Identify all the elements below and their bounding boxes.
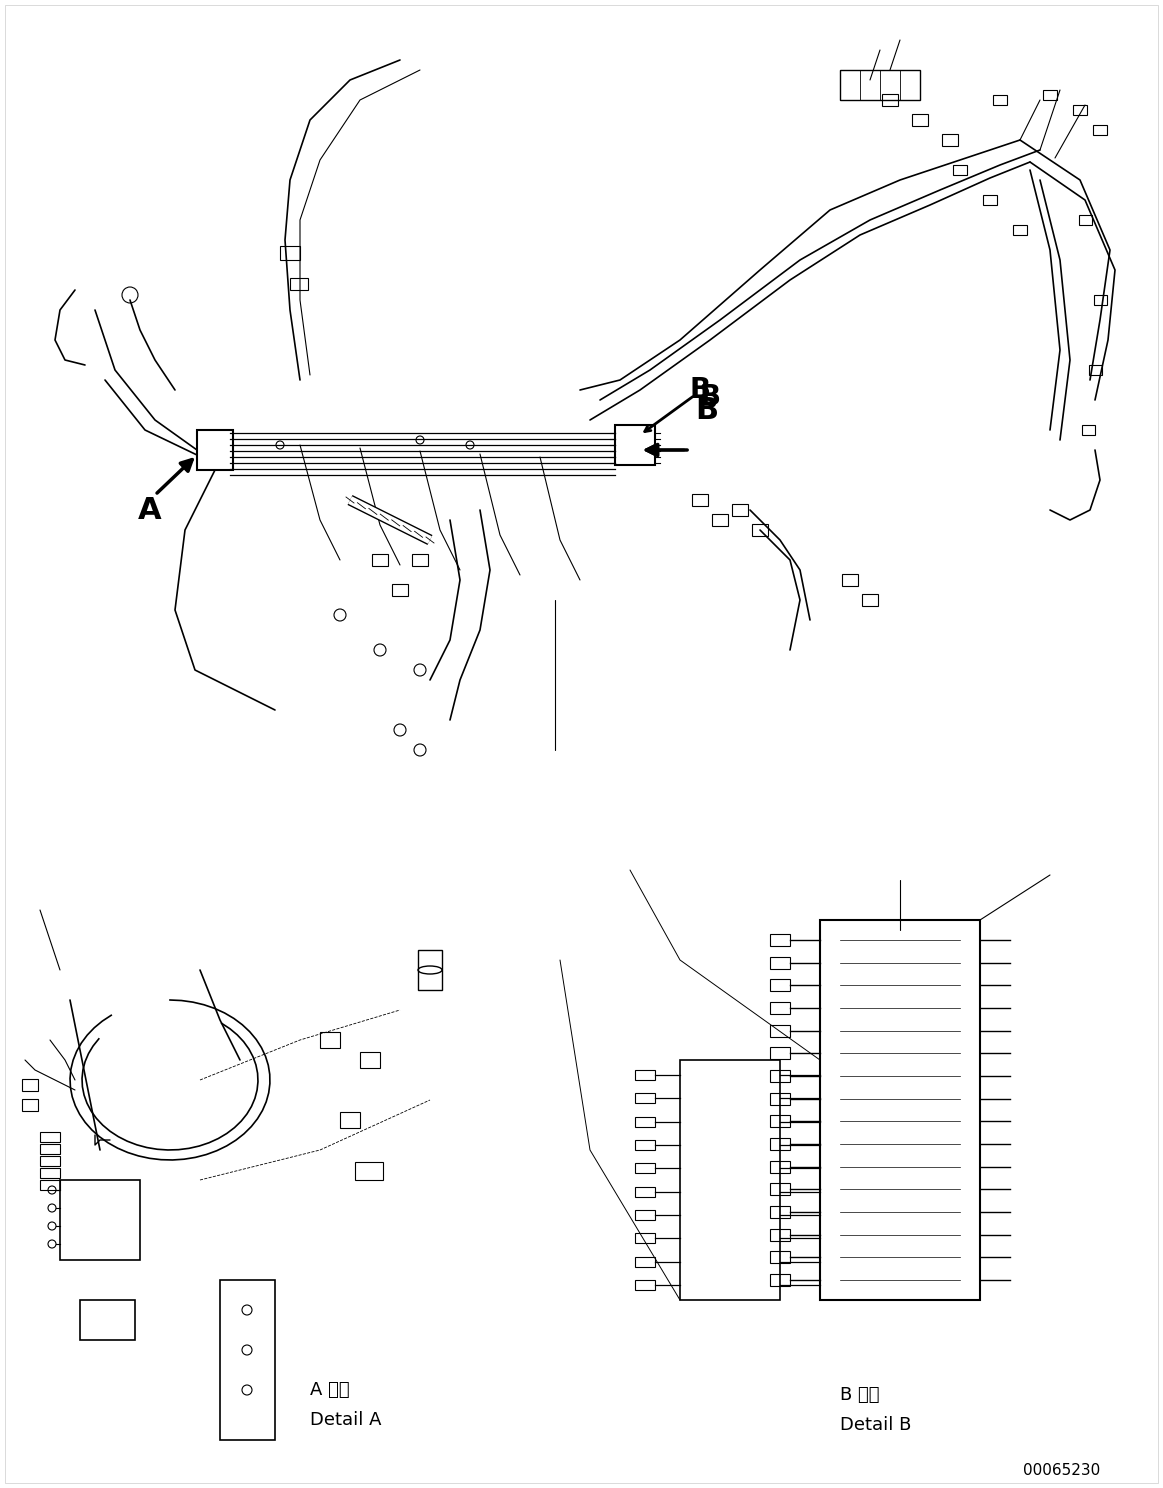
Bar xyxy=(770,1025,790,1037)
Bar xyxy=(840,70,920,100)
Bar xyxy=(1089,365,1103,375)
Text: A 詳細: A 詳細 xyxy=(311,1381,350,1399)
Bar xyxy=(40,1144,60,1155)
Bar xyxy=(912,115,928,126)
Bar xyxy=(280,246,300,260)
Bar xyxy=(862,594,878,606)
Bar xyxy=(635,1116,655,1126)
Bar xyxy=(770,1001,790,1013)
Bar xyxy=(635,1164,655,1174)
Bar xyxy=(770,1251,790,1263)
Bar xyxy=(732,504,748,516)
Text: B: B xyxy=(690,376,711,405)
Bar xyxy=(320,1033,340,1048)
Bar xyxy=(680,1059,780,1301)
Bar xyxy=(635,1257,655,1266)
Bar xyxy=(770,934,790,946)
Bar xyxy=(1094,295,1107,305)
Bar xyxy=(1093,125,1107,135)
Bar xyxy=(635,1094,655,1103)
Bar xyxy=(290,278,308,290)
Bar xyxy=(40,1132,60,1141)
Bar xyxy=(392,583,408,597)
Bar xyxy=(770,1205,790,1219)
Bar xyxy=(22,1079,38,1091)
Bar xyxy=(712,513,728,525)
Text: A: A xyxy=(138,496,162,524)
Bar xyxy=(770,1161,790,1173)
Bar xyxy=(1082,426,1096,434)
Bar xyxy=(635,1070,655,1080)
Text: Detail B: Detail B xyxy=(840,1417,912,1434)
Bar xyxy=(952,165,966,176)
Bar xyxy=(635,1234,655,1244)
Bar xyxy=(355,1162,383,1180)
Bar xyxy=(1079,214,1092,225)
Bar xyxy=(197,430,233,470)
Bar xyxy=(80,1301,135,1341)
Text: 00065230: 00065230 xyxy=(1022,1463,1100,1478)
Bar xyxy=(635,1280,655,1290)
Text: B: B xyxy=(695,396,718,424)
Bar xyxy=(770,1116,790,1128)
Bar xyxy=(40,1180,60,1190)
Bar xyxy=(820,920,980,1301)
Bar xyxy=(60,1180,140,1260)
Bar xyxy=(40,1156,60,1167)
Bar xyxy=(372,554,388,565)
Bar xyxy=(770,1070,790,1082)
Text: Detail A: Detail A xyxy=(311,1411,381,1428)
Bar xyxy=(635,1140,655,1150)
Text: B: B xyxy=(700,382,721,411)
Bar xyxy=(361,1052,380,1068)
Bar xyxy=(412,554,428,565)
Bar xyxy=(770,1048,790,1059)
Bar xyxy=(1013,225,1027,235)
Bar xyxy=(842,574,858,586)
Bar xyxy=(692,494,708,506)
Bar xyxy=(752,524,768,536)
Bar xyxy=(983,195,997,205)
Bar xyxy=(770,1183,790,1195)
Bar xyxy=(770,1229,790,1241)
Bar xyxy=(942,134,958,146)
Bar xyxy=(22,1100,38,1112)
Bar xyxy=(770,1092,790,1104)
Bar xyxy=(1043,89,1057,100)
Bar xyxy=(220,1280,274,1440)
Bar xyxy=(770,1138,790,1150)
Text: B 詳細: B 詳細 xyxy=(840,1385,879,1405)
Bar xyxy=(770,957,790,969)
Bar xyxy=(635,1186,655,1196)
Bar xyxy=(40,1168,60,1178)
Bar xyxy=(993,95,1007,106)
Bar xyxy=(635,1210,655,1220)
Bar xyxy=(418,949,442,990)
Bar xyxy=(770,1274,790,1286)
Bar xyxy=(340,1112,361,1128)
Bar xyxy=(770,979,790,991)
Bar xyxy=(882,94,898,106)
Bar xyxy=(615,426,655,464)
Bar xyxy=(1073,106,1087,115)
